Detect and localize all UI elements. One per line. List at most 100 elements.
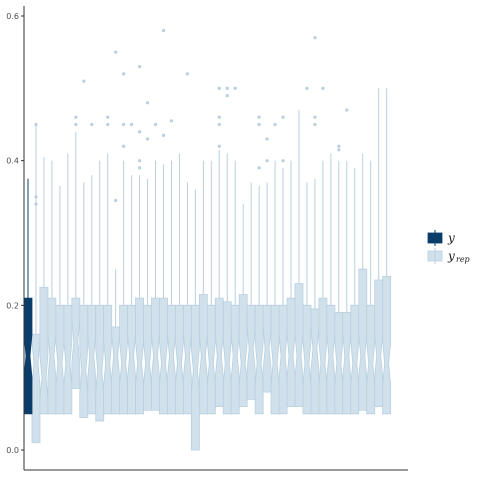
yrep-box-13-outlier-0	[130, 122, 134, 127]
yrep-box-2	[39, 157, 49, 415]
yrep-box-17-body	[159, 297, 168, 415]
y-ticks: 0.0 0.2 0.4 0.6	[6, 12, 24, 455]
yrep-box-37-outlier-0	[321, 86, 325, 90]
yrep-box-10-outlier-0	[106, 122, 110, 127]
yrep-box-24-outlier-2	[217, 115, 221, 119]
yrep-box-6	[71, 115, 81, 389]
yrep-box-31	[270, 122, 280, 415]
yrep-box-21-body	[190, 304, 200, 451]
yrep-box-36-body	[310, 308, 320, 415]
yrep-box-27	[238, 204, 248, 408]
yrep-box-4-body	[55, 304, 65, 415]
yrep-box-3-body	[47, 297, 57, 415]
yrep-box-21	[190, 189, 200, 451]
yrep-box-17-outlier-0	[161, 133, 166, 137]
yrep-box-28-body	[246, 304, 256, 400]
yrep-box-22-body	[198, 294, 208, 415]
yrep-box-44	[374, 88, 384, 408]
yrep-box-13-body	[127, 304, 137, 415]
yrep-box-13	[127, 122, 137, 415]
yrep-box-29-outlier-1	[257, 122, 261, 127]
yrep-box-14-outlier-0	[137, 166, 142, 170]
yrep-box-22	[198, 160, 208, 415]
yrep-box-36-outlier-0	[313, 122, 317, 127]
axes-layer	[23, 6, 408, 471]
yrep-box-1	[31, 122, 41, 444]
yrep-box-34-body	[294, 283, 304, 408]
yrep-box-8-outlier-0	[90, 122, 94, 127]
yrep-box-24-outlier-3	[217, 86, 221, 90]
yrep-box-37	[318, 86, 328, 415]
yrep-box-32-outlier-1	[281, 115, 285, 119]
yrep-box-31-body	[270, 304, 280, 415]
yrep-box-45-body	[382, 275, 392, 415]
yrep-box-39-body	[334, 312, 344, 415]
yrep-box-7-body	[79, 304, 89, 418]
yrep-box-36-outlier-2	[313, 36, 317, 40]
yrep-box-6-body	[71, 297, 81, 389]
yrep-box-10-body	[103, 304, 113, 415]
yrep-box-16-body	[151, 297, 160, 411]
yrep-box-8-body	[87, 304, 97, 415]
yrep-box-29-outlier-2	[257, 115, 261, 119]
yrep-box-18	[167, 119, 176, 415]
yrep-box-14-outlier-2	[137, 130, 142, 134]
yrep-box-18-outlier-0	[169, 119, 174, 123]
yrep-box-16-outlier-0	[153, 122, 158, 127]
yrep-box-7	[79, 79, 89, 418]
yrep-box-35	[302, 86, 312, 415]
yrep-box-30-outlier-0	[265, 159, 269, 163]
yrep-box-5-body	[63, 304, 73, 415]
y-tick-label-1: 0.2	[6, 301, 19, 310]
yrep-box-35-outlier-0	[305, 86, 309, 90]
yrep-box-29-outlier-0	[257, 166, 261, 170]
yrep-box-24-outlier-1	[217, 122, 221, 127]
yrep-box-1-outlier-0	[34, 202, 38, 206]
legend-label-0: y	[447, 231, 455, 245]
yrep-box-17	[159, 28, 168, 415]
legend-item-yrep: y rep	[427, 248, 470, 264]
yrep-box-8	[87, 122, 97, 415]
yrep-box-43	[366, 160, 376, 415]
yrep-box-42-body	[358, 268, 368, 411]
yrep-box-24-outlier-0	[217, 144, 221, 148]
yrep-box-27-body	[238, 294, 248, 408]
yrep-box-24	[214, 86, 224, 408]
yrep-box-20-outlier-0	[185, 72, 189, 76]
yrep-box-17-outlier-1	[161, 28, 166, 33]
yrep-box-32-outlier-0	[281, 159, 285, 163]
yrep-box-35-body	[302, 304, 312, 415]
yrep-box-12-body	[119, 304, 129, 415]
yrep-box-42	[358, 153, 368, 411]
y-tick-label-2: 0.4	[6, 157, 19, 166]
yrep-box-32-body	[278, 304, 288, 415]
yrep-box-1-outlier-2	[34, 122, 38, 127]
boxes-layer	[23, 28, 392, 451]
yrep-box-16	[151, 122, 160, 411]
legend-sublabel-1: rep	[456, 255, 470, 264]
yrep-box-1-body	[31, 333, 41, 444]
y-box	[23, 178, 33, 415]
y-tick-label-3: 0.6	[6, 12, 19, 21]
yrep-box-11-outlier-0	[114, 198, 118, 203]
yrep-box-28	[246, 182, 256, 400]
yrep-box-18-body	[167, 304, 176, 415]
yrep-box-26-outlier-0	[233, 86, 237, 90]
yrep-box-10	[103, 115, 113, 415]
yrep-box-23-body	[206, 304, 216, 415]
yrep-box-26	[230, 86, 240, 415]
yrep-box-39-outlier-0	[337, 148, 341, 152]
yrep-box-39	[334, 144, 344, 415]
yrep-box-11-outlier-1	[114, 50, 118, 54]
yrep-box-40-body	[342, 312, 352, 415]
yrep-box-9	[95, 160, 105, 422]
yrep-box-5	[63, 153, 73, 415]
yrep-box-4	[55, 185, 65, 415]
yrep-box-29	[254, 115, 264, 415]
yrep-box-40-outlier-0	[345, 108, 349, 112]
yrep-box-29-body	[254, 304, 264, 415]
yrep-box-33-body	[286, 297, 296, 408]
yrep-box-14	[135, 65, 144, 415]
yrep-box-36-outlier-1	[313, 115, 317, 119]
